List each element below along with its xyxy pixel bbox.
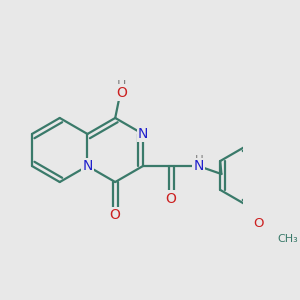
Text: O: O: [116, 85, 127, 100]
Text: H: H: [117, 80, 126, 92]
Text: O: O: [165, 192, 176, 206]
Text: O: O: [109, 208, 120, 222]
Text: N: N: [82, 159, 93, 173]
Text: O: O: [254, 217, 264, 230]
Text: N: N: [138, 127, 148, 141]
Text: H: H: [194, 154, 203, 167]
Text: N: N: [193, 160, 204, 173]
Text: CH₃: CH₃: [278, 234, 298, 244]
